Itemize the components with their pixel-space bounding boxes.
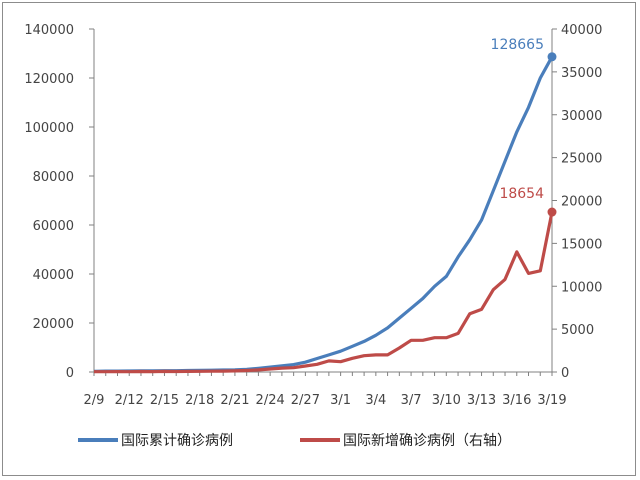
x-tick-labels: 2/9 2/12 2/15 2/18 2/21 2/24 2/27 3/1 3/4 3/7 3/10… [84, 372, 567, 408]
y-right-tick-label: 40000 [561, 23, 602, 38]
series-end-point-0 [547, 52, 557, 62]
x-tick-label: 3/19 [537, 393, 566, 408]
y-left-tick-label: 0 [66, 366, 74, 381]
x-tick-label: 2/12 [115, 393, 144, 408]
y-right-tick-label: 20000 [561, 195, 602, 210]
y-left-tick-labels: 0 20000 40000 60000 80000 100000 120000 140000 [24, 23, 94, 381]
y-left-tick-label: 80000 [33, 170, 74, 185]
x-tick-label: 2/27 [291, 393, 320, 408]
series-line-1 [94, 211, 554, 374]
series-line-0 [93, 56, 554, 373]
y-right-tick-label: 5000 [561, 323, 594, 338]
x-tick-label: 3/16 [502, 393, 531, 408]
x-tick-label: 2/9 [84, 393, 105, 408]
y-right-tick-labels: 0 5000 10000 15000 20000 25000 30000 35000 40000 [552, 23, 602, 381]
x-tick-label: 3/10 [432, 393, 461, 408]
x-tick-label: 3/7 [401, 393, 422, 408]
series-end-point-1 [547, 207, 557, 217]
chart-axes [93, 29, 553, 373]
y-left-tick-label: 60000 [33, 219, 74, 234]
y-right-tick-label: 30000 [561, 109, 602, 124]
y-left-tick-label: 100000 [24, 121, 74, 136]
x-tick-label: 2/18 [185, 393, 214, 408]
y-left-tick-label: 120000 [24, 72, 74, 87]
legend-label-new: 国际新增确诊病例（右轴） [343, 433, 511, 449]
x-tick-label: 2/24 [256, 393, 285, 408]
y-right-tick-label: 15000 [561, 237, 602, 252]
x-tick-label: 2/15 [150, 393, 179, 408]
legend-label-cumulative: 国际累计确诊病例 [121, 433, 233, 449]
x-tick-label: 3/13 [467, 393, 496, 408]
x-tick-label: 3/4 [365, 393, 386, 408]
y-left-tick-label: 20000 [33, 317, 74, 332]
series-end-label-1: 18654 [499, 186, 544, 202]
x-tick-label: 2/21 [220, 393, 249, 408]
y-left-tick-label: 140000 [24, 23, 74, 38]
y-right-tick-label: 35000 [561, 66, 602, 81]
y-right-tick-label: 10000 [561, 280, 602, 295]
series-end-label-0: 128665 [491, 37, 544, 53]
x-tick-label: 3/1 [330, 393, 351, 408]
y-right-tick-label: 25000 [561, 152, 602, 167]
y-left-tick-label: 40000 [33, 268, 74, 283]
series-group: 128665 18654 [93, 37, 557, 374]
legend: 国际累计确诊病例 国际新增确诊病例（右轴） [78, 433, 511, 449]
chart-frame [2, 2, 636, 476]
y-right-tick-label: 0 [561, 366, 569, 381]
